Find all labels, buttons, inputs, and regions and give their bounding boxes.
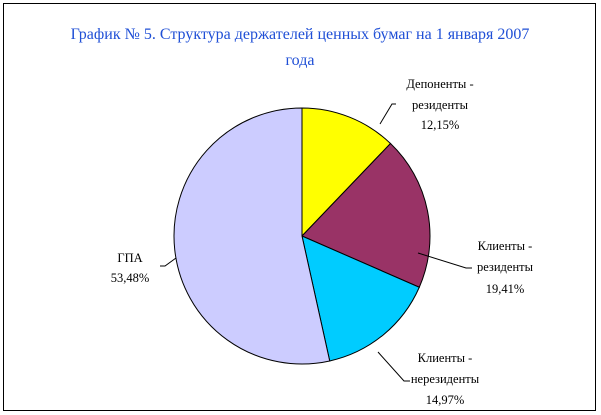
slice-label: ГПА [117,251,143,265]
leader-line [417,252,472,269]
value-label: 14,97% [425,393,465,407]
leader-lines [160,103,472,382]
pie-slice [301,142,431,288]
leader-line [377,351,410,382]
chart-frame [3,3,596,411]
value-label: 53,48% [110,271,150,285]
pie-slice [173,107,331,365]
chart-title: График № 5. Структура держателей ценных … [70,26,530,69]
slice-label: Клиенты - нерезиденты [410,351,480,386]
pie-slice [301,235,420,362]
slice-label: Клиенты - резиденты [476,239,534,274]
pie-slice [301,107,392,238]
value-label: 12,15% [420,118,460,132]
slice-label: Депоненты - резиденты [406,77,474,112]
value-label: 19,41% [485,282,525,296]
leader-line [379,103,396,125]
leader-line [160,257,177,267]
